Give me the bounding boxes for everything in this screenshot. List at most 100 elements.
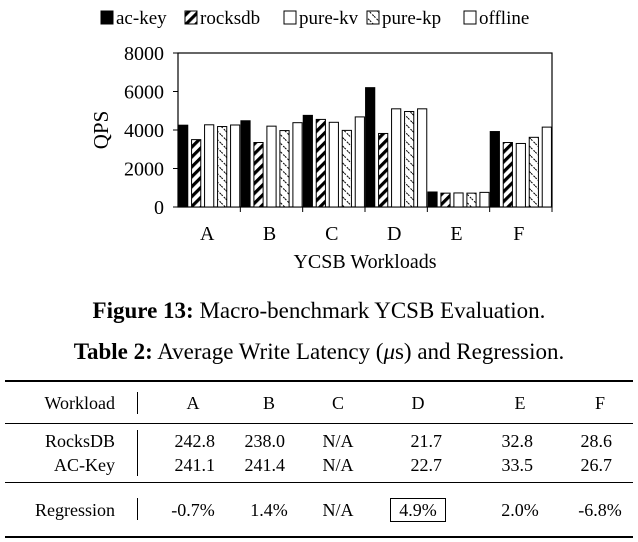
- table-cell: 33.5: [501, 455, 534, 475]
- table-cell-regression: N/A: [322, 500, 354, 520]
- y-tick-label: 0: [154, 197, 164, 219]
- x-tick-label: B: [263, 223, 276, 245]
- bar-rocksdb-D: [378, 132, 389, 208]
- table-cell: 241.4: [244, 455, 286, 475]
- table-cell: N/A: [322, 431, 354, 451]
- table-cell-regression-highlight: 4.9%: [368, 498, 468, 522]
- table-caption-text-after: s) and Regression.: [394, 339, 565, 364]
- table-cell-regression: -6.8%: [578, 500, 622, 520]
- qps-bar-chart: ac-key rocksdb pure-kv pure-kp offline 0 2000…: [89, 8, 553, 273]
- bar-pure-kv-D: [391, 108, 402, 208]
- legend-swatch-offline: [463, 10, 477, 25]
- table-cell: 242.8: [174, 431, 216, 451]
- bar-rocksdb-B: [253, 142, 264, 208]
- bar-rocksdb-F: [502, 142, 513, 208]
- table-mid-rule: [5, 482, 633, 483]
- legend-swatch-ac-key: [100, 10, 114, 25]
- x-axis-label: YCSB Workloads: [293, 251, 436, 273]
- bar-pure-kv-A: [204, 124, 215, 208]
- y-tick-label: 8000: [124, 43, 164, 65]
- bar-offline-E: [479, 191, 490, 208]
- bar-ac-key-F: [489, 131, 500, 208]
- table-row-label: AC-Key: [54, 455, 115, 475]
- bar-rocksdb-E: [440, 192, 451, 208]
- bar-rocksdb-A: [191, 139, 202, 208]
- table-caption-label: Table 2:: [73, 339, 153, 364]
- bar-pure-kp-E: [466, 192, 477, 208]
- x-tick-label: A: [200, 223, 215, 245]
- table-vertical-separator: [137, 498, 138, 520]
- figure-caption-text: Macro-benchmark YCSB Evaluation.: [199, 298, 546, 323]
- legend-label-rocksdb: rocksdb: [200, 8, 260, 29]
- figure-caption-label: Figure 13:: [92, 298, 194, 323]
- bar-offline-B: [292, 122, 303, 208]
- bar-offline-D: [417, 108, 428, 208]
- legend-label-ac-key: ac-key: [116, 8, 167, 29]
- x-tick-label: D: [387, 223, 401, 245]
- bar-pure-kv-F: [515, 142, 526, 208]
- table-cell-regression: -0.7%: [171, 500, 215, 520]
- table-cell: 21.7: [410, 431, 443, 451]
- chart-bars: [178, 87, 552, 208]
- y-tick-label: 4000: [124, 120, 164, 142]
- table-cell: 22.7: [410, 455, 443, 475]
- legend-swatch-pure-kp: [366, 10, 380, 25]
- table-bottom-rule: [5, 536, 633, 538]
- bar-pure-kp-D: [404, 111, 415, 208]
- bar-ac-key-D: [365, 87, 376, 208]
- y-axis-label: QPS: [89, 111, 113, 150]
- bar-ac-key-E: [427, 191, 438, 208]
- bar-pure-kp-B: [279, 130, 290, 208]
- figure-caption: Figure 13: Macro-benchmark YCSB Evaluati…: [0, 298, 638, 324]
- legend-label-pure-kv: pure-kv: [299, 8, 359, 29]
- table-caption-mu: μ: [383, 339, 395, 364]
- bar-pure-kp-F: [528, 136, 539, 208]
- highlighted-value: 4.9%: [390, 498, 446, 522]
- bar-rocksdb-C: [315, 118, 326, 208]
- legend-swatch-rocksdb: [184, 10, 198, 25]
- table-row-label: RocksDB: [44, 431, 115, 451]
- bar-pure-kv-C: [328, 121, 339, 208]
- table-header-C: C: [331, 393, 344, 413]
- chart-legend: ac-key rocksdb pure-kv pure-kp offline: [100, 8, 529, 29]
- bar-offline-F: [541, 126, 552, 208]
- table-row-label-regression: Regression: [35, 500, 115, 520]
- table-vertical-separator: [137, 430, 138, 476]
- y-tick-label: 2000: [124, 159, 164, 181]
- table-cell: 26.7: [580, 455, 613, 475]
- legend-label-offline: offline: [479, 8, 529, 29]
- table-header-rule: [5, 423, 633, 424]
- y-tick-label: 6000: [124, 82, 164, 104]
- bar-ac-key-B: [240, 120, 251, 208]
- table-cell-regression: 1.4%: [250, 500, 288, 520]
- table-caption: Table 2: Average Write Latency (μs) and …: [0, 339, 638, 365]
- table-header-D: D: [411, 393, 425, 413]
- table-top-rule: [5, 380, 633, 382]
- table-cell: 32.8: [501, 431, 534, 451]
- bar-pure-kp-A: [217, 126, 228, 208]
- bar-offline-A: [230, 124, 241, 208]
- table-cell: 28.6: [580, 431, 613, 451]
- bar-offline-C: [354, 116, 365, 208]
- table-cell: 241.1: [174, 455, 216, 475]
- chart-labels: 0 2000 4000 6000 8000 QPS A B C D E F YCSB Workloads: [89, 43, 524, 273]
- table-cell: 238.0: [244, 431, 286, 451]
- legend-swatch-pure-kv: [283, 10, 297, 25]
- table-header-A: A: [186, 393, 200, 413]
- bar-ac-key-C: [302, 114, 313, 208]
- table-vertical-separator: [137, 392, 138, 414]
- table-header-B: B: [262, 393, 275, 413]
- table-cell: N/A: [322, 455, 354, 475]
- bar-pure-kp-C: [341, 129, 352, 208]
- x-tick-label: C: [325, 223, 338, 245]
- bar-ac-key-A: [178, 124, 189, 208]
- bar-pure-kv-B: [266, 125, 277, 208]
- bar-pure-kv-E: [453, 192, 464, 208]
- table-header-F: F: [594, 393, 605, 413]
- chart-axes: [173, 52, 553, 212]
- table-header-E: E: [514, 393, 526, 413]
- x-tick-label: F: [513, 223, 524, 245]
- table-cell-regression: 2.0%: [501, 500, 539, 520]
- table-header-workload: Workload: [44, 393, 115, 413]
- legend-label-pure-kp: pure-kp: [382, 8, 441, 29]
